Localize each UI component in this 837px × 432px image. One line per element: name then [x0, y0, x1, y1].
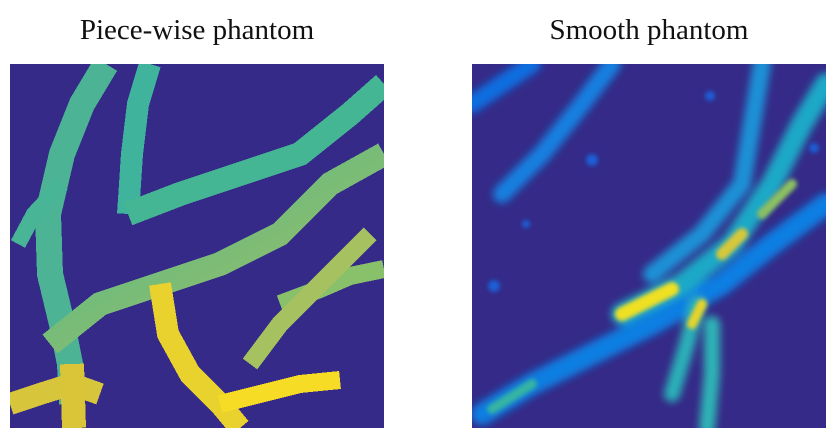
vessel-branch: [60, 363, 86, 428]
smooth-phantom-image: [472, 64, 826, 428]
smooth-vessel: [699, 316, 720, 428]
vessel-branch: [149, 282, 249, 428]
panel-title-smooth: Smooth phantom: [549, 14, 749, 46]
smooth-vessel: [472, 64, 541, 113]
vessel-branch: [10, 372, 104, 415]
vessel-branch: [217, 371, 341, 413]
vessel-branch: [34, 64, 118, 405]
speck: [522, 220, 530, 228]
vessel-branch: [242, 227, 377, 370]
vessel-branch: [42, 143, 384, 354]
speck: [809, 143, 819, 153]
smooth-vessel: [643, 64, 771, 283]
speck: [586, 154, 598, 166]
panel-title-piecewise: Piece-wise phantom: [79, 14, 315, 46]
vessel-branch: [117, 64, 161, 215]
speck: [705, 91, 715, 101]
speck: [488, 280, 500, 292]
vessel-branch: [123, 75, 384, 226]
piecewise-phantom-image: [10, 64, 384, 428]
smooth-vessel: [493, 64, 621, 203]
vessel-branch: [10, 178, 68, 248]
